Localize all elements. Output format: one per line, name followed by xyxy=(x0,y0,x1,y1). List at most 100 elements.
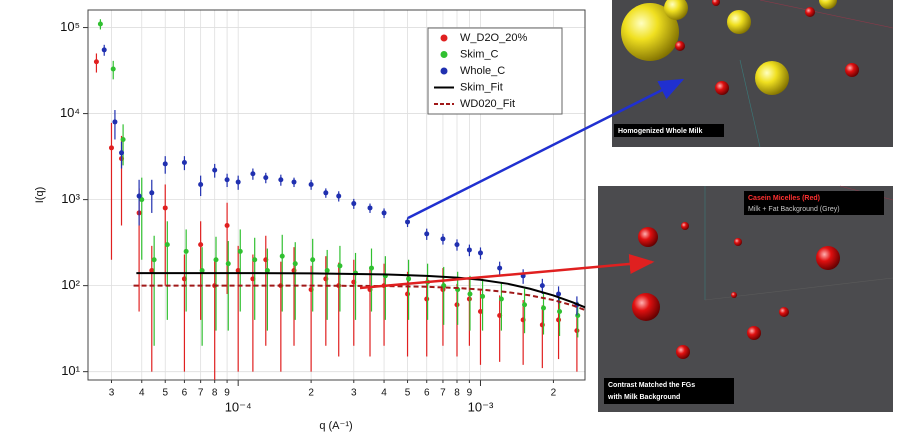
point xyxy=(323,190,328,195)
point xyxy=(137,194,142,199)
point xyxy=(368,205,373,210)
point xyxy=(226,261,231,266)
point xyxy=(109,145,114,150)
x-tick-label: 4 xyxy=(139,388,145,399)
point xyxy=(540,283,545,288)
x-tick-label: 9 xyxy=(467,388,473,399)
point xyxy=(250,171,255,176)
point xyxy=(310,257,315,262)
point xyxy=(149,190,154,195)
figure: 345678910⁻⁴2345678910⁻³210¹10²10³10⁴10⁵W… xyxy=(0,0,901,436)
x-tick-label: 7 xyxy=(198,388,204,399)
point xyxy=(575,313,580,318)
point xyxy=(382,210,387,215)
point xyxy=(557,309,562,314)
x-tick-label: 6 xyxy=(182,388,188,399)
point xyxy=(252,257,257,262)
point xyxy=(325,268,330,273)
point xyxy=(163,161,168,166)
point xyxy=(112,119,117,124)
point xyxy=(238,249,243,254)
point xyxy=(184,249,189,254)
point xyxy=(424,296,429,301)
y-tick-label: 10¹ xyxy=(61,363,80,378)
point xyxy=(405,219,410,224)
x-tick-label: 5 xyxy=(162,388,168,399)
point xyxy=(541,305,546,310)
point xyxy=(480,294,485,299)
x-tick-label: 8 xyxy=(454,388,460,399)
point xyxy=(280,254,285,259)
point xyxy=(574,328,579,333)
point xyxy=(293,261,298,266)
point xyxy=(111,66,116,71)
legend-label: Skim_Fit xyxy=(460,81,503,93)
x-tick-label: 2 xyxy=(551,388,557,399)
x-tick-label: 7 xyxy=(440,388,446,399)
inset-top: Homogenized Whole Milk xyxy=(612,0,893,147)
y-tick-label: 10⁴ xyxy=(60,105,80,120)
inset-bottom: Casein Micelles (Red) Milk + Fat Backgro… xyxy=(598,186,893,412)
point xyxy=(556,317,561,322)
point xyxy=(236,180,241,185)
point xyxy=(163,205,168,210)
inset-legend: Casein Micelles (Red) xyxy=(748,195,820,202)
legend-label: Whole_C xyxy=(460,65,505,77)
x-tick-label: 3 xyxy=(109,388,115,399)
inset-caption: Homogenized Whole Milk xyxy=(618,128,702,135)
point xyxy=(152,257,157,262)
x-tick-label: 2 xyxy=(308,388,314,399)
x-tick-label: 9 xyxy=(224,388,230,399)
point xyxy=(102,47,107,52)
y-axis-label: I(q) xyxy=(34,187,46,204)
point xyxy=(351,201,356,206)
point xyxy=(94,59,99,64)
legend-label: W_D2O_20% xyxy=(460,32,527,44)
point xyxy=(467,247,472,252)
point xyxy=(198,242,203,247)
inset-legend: Milk + Fat Background (Grey) xyxy=(748,206,840,213)
x-tick-label: 10⁻⁴ xyxy=(225,399,252,414)
inset-caption: Contrast Matched the FGs xyxy=(608,382,695,389)
point xyxy=(121,137,126,142)
point xyxy=(424,231,429,236)
point xyxy=(225,177,230,182)
point xyxy=(119,150,124,155)
point xyxy=(336,194,341,199)
point xyxy=(278,177,283,182)
point xyxy=(98,21,103,26)
point xyxy=(225,223,230,228)
point xyxy=(499,296,504,301)
point xyxy=(214,257,219,262)
point xyxy=(369,266,374,271)
x-tick-label: 4 xyxy=(381,388,387,399)
point xyxy=(212,168,217,173)
legend-label: Skim_C xyxy=(460,48,499,60)
point xyxy=(198,182,203,187)
point xyxy=(497,266,502,271)
x-tick-label: 6 xyxy=(424,388,430,399)
legend-swatch xyxy=(441,68,448,75)
point xyxy=(309,182,314,187)
y-tick-label: 10⁵ xyxy=(60,19,80,34)
x-tick-label: 5 xyxy=(405,388,411,399)
y-tick-label: 10³ xyxy=(61,191,80,206)
point xyxy=(165,242,170,247)
point xyxy=(522,302,527,307)
x-tick-label: 3 xyxy=(351,388,357,399)
point xyxy=(182,160,187,165)
inset-caption: with Milk Background xyxy=(607,394,680,401)
point xyxy=(440,236,445,241)
point xyxy=(292,180,297,185)
point xyxy=(337,263,342,268)
point xyxy=(478,250,483,255)
x-axis-label: q (A⁻¹) xyxy=(319,420,352,432)
point xyxy=(467,291,472,296)
legend-swatch xyxy=(441,35,448,42)
legend-swatch xyxy=(441,51,448,58)
point xyxy=(406,276,411,281)
x-tick-label: 8 xyxy=(212,388,218,399)
legend-label: WD020_Fit xyxy=(460,98,515,110)
point xyxy=(263,175,268,180)
